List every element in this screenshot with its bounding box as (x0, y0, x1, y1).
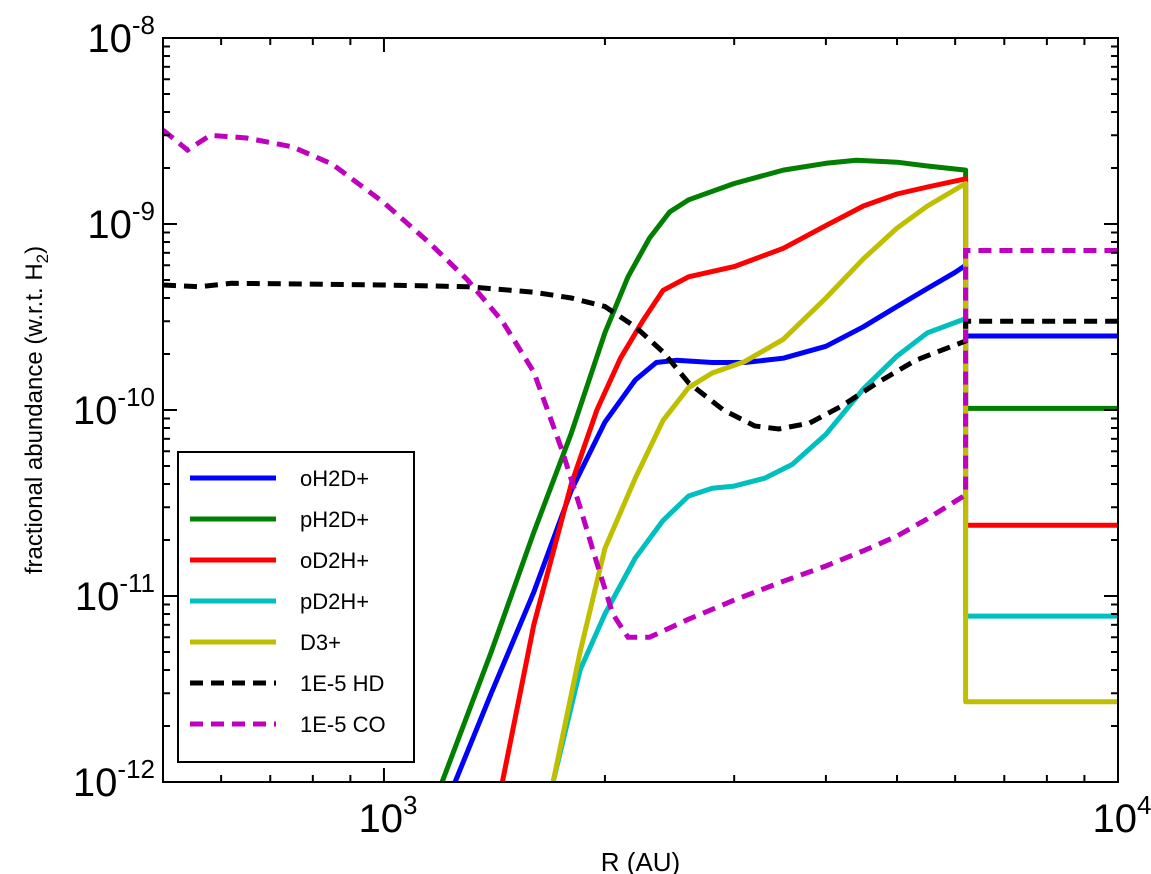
y-tick-label: 10-12 (73, 754, 155, 805)
series-layer (163, 128, 1118, 782)
series-line-2 (499, 176, 1118, 782)
x-tick-label: 103 (358, 790, 417, 841)
y-tick-label: 10-10 (73, 382, 155, 433)
y-tick-label: 10-9 (87, 196, 155, 247)
legend-label: oH2D+ (300, 466, 369, 491)
legend-label: pH2D+ (300, 507, 369, 532)
legend-box (177, 451, 415, 763)
series-line-1 (439, 157, 1118, 782)
x-tick-label: 104 (1093, 790, 1151, 841)
y-tick-label: 10-8 (87, 10, 155, 61)
legend-label: pD2H+ (300, 589, 369, 614)
legend-label: 1E-5 HD (300, 671, 384, 696)
y-axis-label: fractional abundance (w.r.t. H2) (21, 246, 52, 574)
legend: oH2D+ pH2D+ oD2H+ pD2H+ D3+ 1E-5 HD 1E-5 CO (177, 451, 415, 763)
ticks-layer: 10-12 10-11 10-10 10-9 10-8 103 104 (73, 10, 1151, 841)
series-line-6 (163, 128, 1118, 640)
svg-text:fractional abundance (w.r.t. H: fractional abundance (w.r.t. H2) (21, 246, 52, 574)
series-line-4 (550, 181, 1118, 782)
series-line-3 (550, 316, 1118, 782)
y-tick-label: 10-11 (75, 568, 155, 619)
x-axis-label: R (AU) (601, 847, 680, 874)
series-line-5 (163, 280, 1118, 432)
legend-label: D3+ (300, 630, 341, 655)
legend-label: 1E-5 CO (300, 712, 386, 737)
legend-label: oD2H+ (300, 548, 369, 573)
